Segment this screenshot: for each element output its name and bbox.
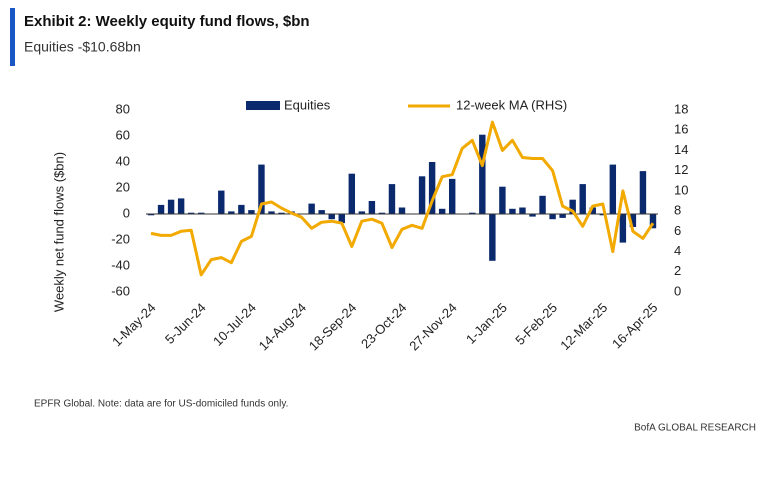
bar	[559, 214, 566, 218]
bar	[318, 210, 325, 214]
bar	[398, 207, 406, 214]
source: BofA GLOBAL RESEARCH	[634, 423, 756, 434]
bar	[609, 164, 617, 214]
bar	[218, 190, 225, 214]
bar	[569, 199, 576, 214]
bar	[549, 214, 556, 220]
bar	[308, 203, 315, 214]
y2-tick-label: 12	[674, 162, 688, 177]
y-tick-label: -60	[111, 283, 130, 298]
y2-tick-label: 14	[674, 142, 688, 157]
title-accent	[10, 8, 15, 66]
bar	[358, 211, 366, 214]
bar	[418, 176, 426, 214]
y-tick-label: 80	[116, 101, 130, 116]
x-tick-label: 23-Oct-24	[358, 300, 409, 351]
y2-tick-label: 0	[674, 283, 681, 298]
y-tick-label: 0	[123, 205, 130, 220]
bar	[378, 212, 386, 214]
x-tick-label: 27-Nov-24	[406, 300, 460, 354]
y-tick-label: 20	[116, 179, 130, 194]
bar	[448, 178, 456, 214]
bar	[187, 212, 195, 214]
bar	[388, 184, 396, 214]
bar	[428, 162, 436, 214]
bar	[589, 207, 596, 214]
x-tick-label: 14-Aug-24	[256, 300, 310, 354]
y-tick-label: -40	[111, 257, 130, 272]
bar	[248, 210, 255, 214]
footnote: EPFR Global. Note: data are for US-domic…	[34, 399, 288, 410]
x-tick-label: 12-Mar-25	[557, 300, 610, 353]
bar	[198, 212, 205, 214]
chart-title: Exhibit 2: Weekly equity fund flows, $bn	[24, 13, 310, 30]
bar	[579, 184, 586, 214]
x-tick-label: 5-Jun-24	[162, 300, 209, 347]
bar	[278, 212, 285, 214]
bar	[479, 134, 486, 214]
y-tick-label: -20	[111, 231, 130, 246]
bar	[328, 214, 335, 220]
y2-tick-label: 16	[674, 122, 688, 137]
bar	[368, 201, 376, 214]
legend-label: 12-week MA (RHS)	[456, 97, 567, 112]
legend-swatch	[246, 101, 280, 110]
y2-tick-label: 18	[674, 101, 688, 116]
bar	[348, 173, 356, 214]
bar	[268, 211, 275, 214]
bar	[529, 214, 536, 217]
bar	[238, 204, 245, 214]
bar	[499, 186, 506, 214]
bar	[639, 171, 647, 214]
bar	[519, 207, 526, 214]
x-tick-label: 10-Jul-24	[210, 300, 259, 349]
bar	[228, 211, 235, 214]
bar	[509, 208, 516, 214]
x-tick-label: 5-Feb-25	[512, 300, 560, 348]
x-tick-label: 16-Apr-25	[609, 300, 660, 351]
chart-subtitle: Equities -$10.68bn	[24, 39, 141, 55]
x-tick-label: 1-Jan-25	[463, 300, 510, 347]
x-tick-label: 1-May-24	[109, 300, 158, 349]
bar	[157, 204, 165, 214]
y2-tick-label: 8	[674, 203, 681, 218]
bar	[147, 214, 155, 216]
bar	[167, 199, 175, 214]
y2-tick-label: 4	[674, 243, 681, 258]
bar	[539, 195, 546, 214]
bar	[438, 208, 446, 214]
y2-tick-label: 6	[674, 223, 681, 238]
legend-label: Equities	[284, 97, 331, 112]
y-tick-label: 40	[116, 153, 130, 168]
y2-tick-label: 2	[674, 263, 681, 278]
bar	[599, 214, 606, 216]
ma-line	[150, 120, 655, 277]
bar	[619, 214, 627, 243]
bar	[258, 164, 265, 214]
y-axis-label: Weekly net fund flows ($bn)	[51, 152, 66, 312]
bar	[489, 214, 496, 261]
bar	[469, 212, 476, 214]
y2-tick-label: 10	[674, 182, 688, 197]
bar	[629, 214, 637, 227]
y-tick-label: 60	[116, 127, 130, 142]
bar	[177, 198, 185, 214]
x-tick-label: 18-Sep-24	[306, 300, 360, 354]
bar	[338, 214, 345, 224]
bar	[649, 214, 657, 229]
